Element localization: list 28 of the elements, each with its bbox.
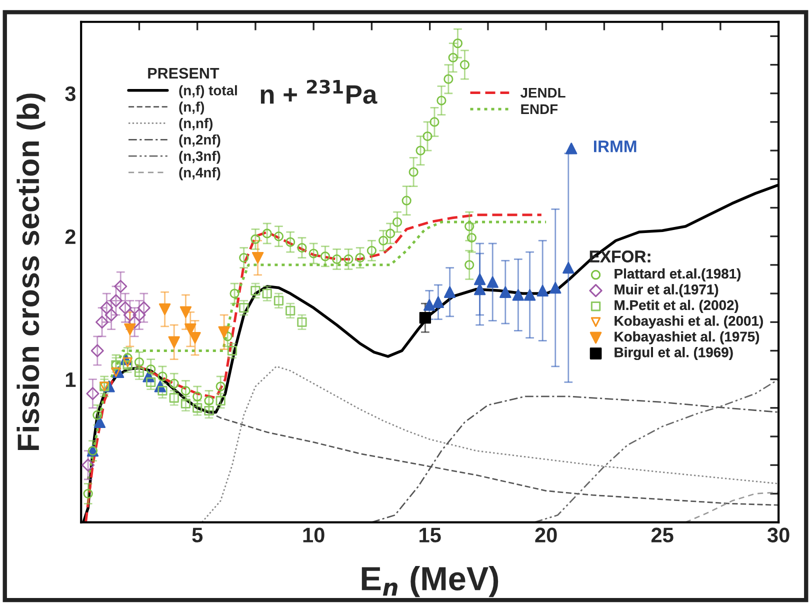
legend-label: (n,4nf) [179,167,220,180]
x-tick-label: 25 [651,528,674,542]
legend-label: (n,nf) [179,118,213,131]
y-tick-label: 3 [65,86,76,102]
x-tick-label: 5 [192,528,203,542]
legend-label: (n,f) [179,102,204,115]
legend-label: M.Petit et al. (2002) [614,300,738,313]
legend-title: PRESENT [148,68,220,79]
legend-label: Plattard et.al.(1981) [614,268,741,282]
legend-label: (n,3nf) [179,150,220,164]
x-tick-label: 10 [303,528,324,542]
legend-label: Birgul et al. (1969) [614,347,733,360]
text: n + $^{231}$Pa [260,80,378,104]
legend-label: Kobayashi et al. (2001) [614,316,763,329]
legend-label: ENDF [521,104,558,114]
legend-label: (n,2nf) [179,134,220,148]
legend-label: JENDL [520,88,566,98]
legend-label: Muir et al.(1971) [614,284,718,298]
x-axis-title: E$_{n}$ (MeV) [362,566,498,598]
x-tick-label: 30 [767,528,790,542]
legend-label: Kobayashiet al. (1975) [614,331,760,344]
x-tick-label: 20 [535,528,557,542]
x-tick-label: 15 [420,528,441,542]
legend-label: (n,f) total [179,85,237,98]
legend-label: IRMM [594,140,636,152]
y-axis-title: Fission cross section (b) [16,94,46,450]
y-tick-label: 1 [66,372,76,387]
y-tick-label: 2 [65,229,76,244]
